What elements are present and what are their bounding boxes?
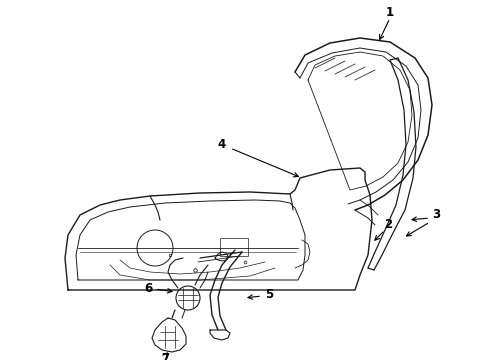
Text: 4: 4: [218, 139, 226, 152]
Text: 6: 6: [144, 282, 152, 294]
Text: 7: 7: [161, 351, 169, 360]
Text: 2: 2: [384, 219, 392, 231]
Text: 1: 1: [386, 6, 394, 19]
Text: 5: 5: [265, 288, 273, 302]
Text: 3: 3: [432, 208, 440, 221]
